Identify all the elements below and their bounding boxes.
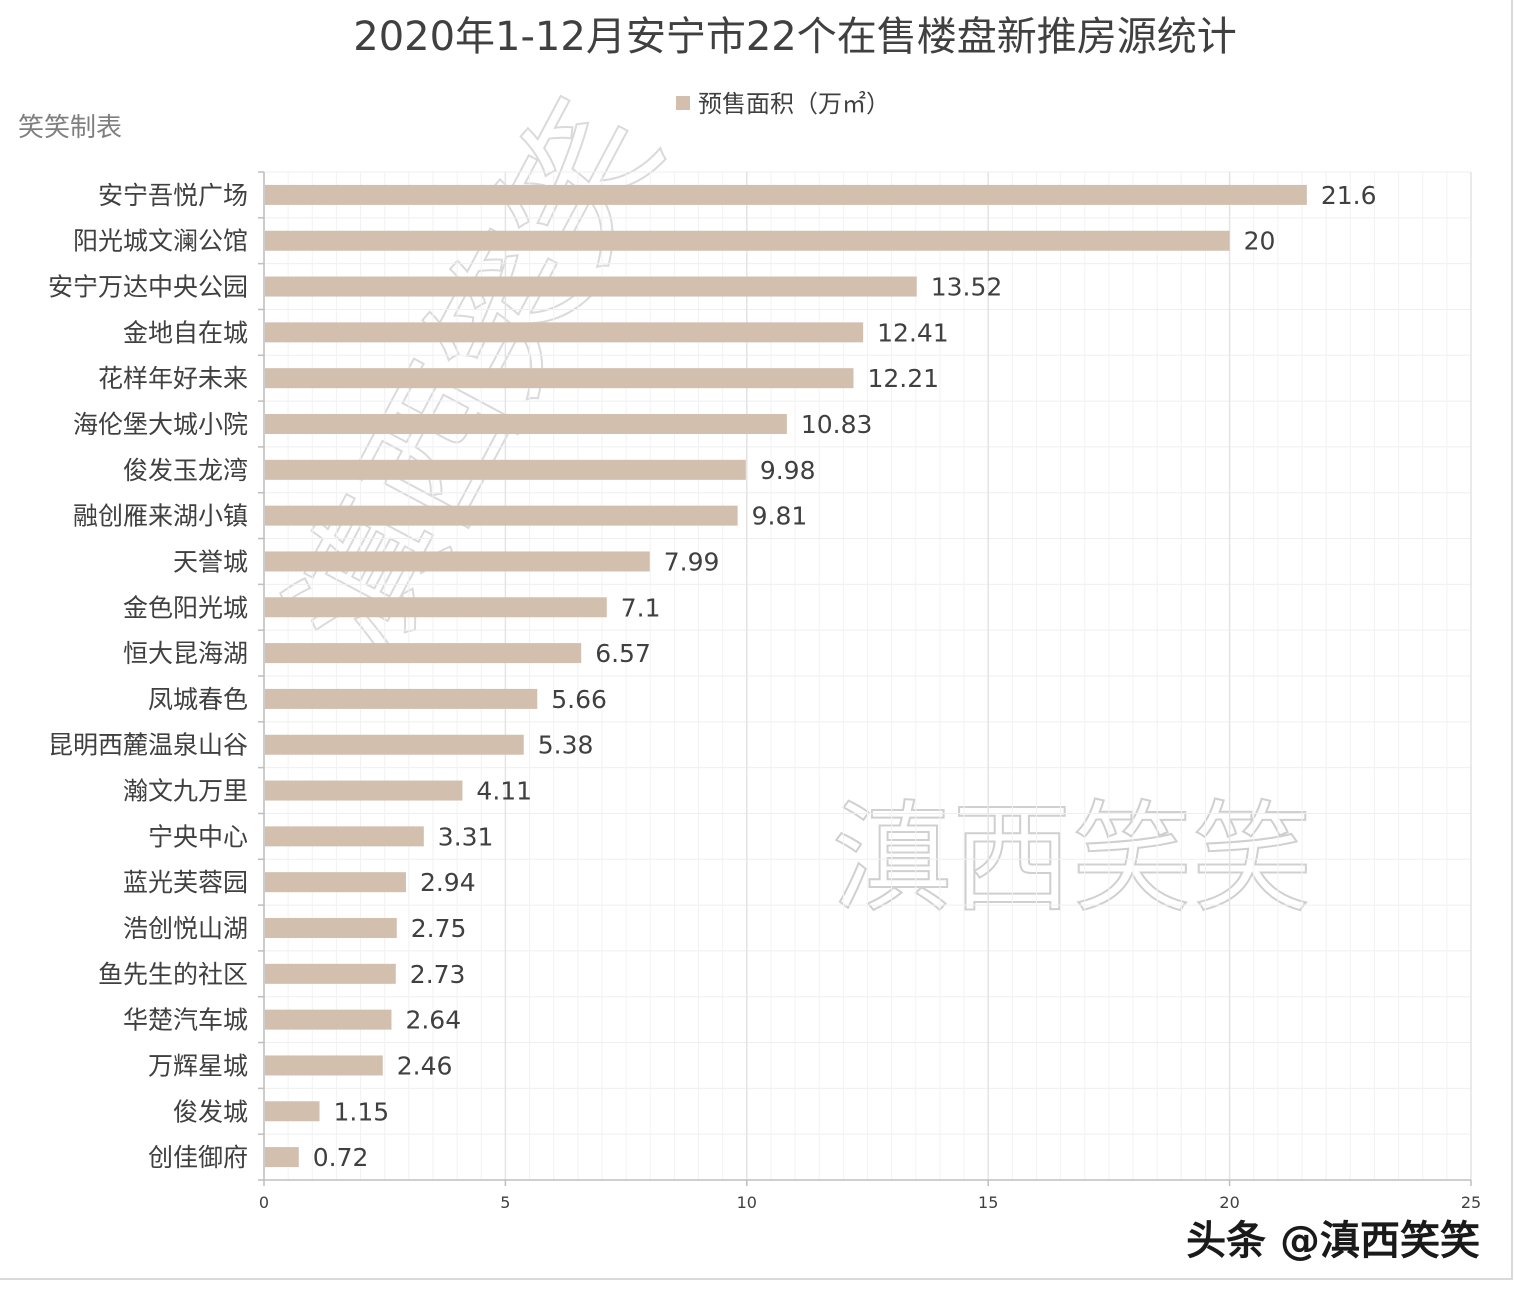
- data-label: 12.21: [867, 364, 939, 393]
- legend: 预售面积（万㎡）: [676, 90, 890, 118]
- bar: [265, 643, 582, 664]
- category-label: 安宁吾悦广场: [98, 181, 248, 210]
- x-tick-label: 10: [737, 1193, 757, 1212]
- bar: [265, 184, 1307, 205]
- category-label: 创佳御府: [148, 1143, 248, 1172]
- data-label: 9.81: [752, 502, 808, 531]
- bars: 安宁吾悦广场 21.6 阳光城文澜公馆 20 安宁万达中央公园 13.52 金地自在城 12.…: [48, 181, 1377, 1172]
- bar: [265, 551, 650, 572]
- data-label: 2.94: [420, 868, 476, 897]
- legend-label: 预售面积（万㎡）: [698, 90, 890, 118]
- category-label: 金地自在城: [123, 318, 248, 347]
- bar: [265, 780, 463, 801]
- category-label: 花样年好未来: [98, 364, 248, 393]
- bar: [265, 872, 406, 893]
- category-label: 浩创悦山湖: [123, 914, 248, 943]
- axes: 0 5 10 15 20 25: [258, 171, 1481, 1212]
- category-label: 瀚文九万里: [123, 777, 248, 806]
- x-tick-label: 0: [259, 1193, 269, 1212]
- category-label: 阳光城文澜公馆: [73, 227, 248, 256]
- category-label: 俊发城: [173, 1097, 248, 1126]
- category-label: 万辉星城: [148, 1051, 248, 1080]
- bar: [265, 322, 864, 343]
- category-label: 天誉城: [173, 547, 248, 576]
- bar: [265, 1009, 392, 1030]
- data-label: 4.11: [476, 777, 532, 806]
- bar: [265, 1147, 299, 1168]
- data-label: 9.98: [760, 456, 816, 485]
- x-tick-label: 15: [978, 1193, 998, 1212]
- bar: [265, 368, 854, 389]
- data-label: 2.64: [405, 1006, 461, 1035]
- data-label: 12.41: [877, 318, 949, 347]
- bar: [265, 1101, 320, 1122]
- bar: [265, 963, 396, 984]
- bar: [265, 918, 397, 938]
- chart-title: 2020年1-12月安宁市22个在售楼盘新推房源统计: [353, 14, 1236, 60]
- category-label: 安宁万达中央公园: [48, 273, 248, 302]
- category-label: 金色阳光城: [123, 593, 248, 622]
- category-label: 华楚汽车城: [123, 1006, 248, 1035]
- data-label: 3.31: [438, 822, 494, 851]
- category-label: 海伦堡大城小院: [73, 410, 248, 439]
- data-label: 5.66: [551, 685, 607, 714]
- category-label: 恒大昆海湖: [123, 639, 248, 668]
- bar: [265, 1055, 383, 1076]
- category-label: 宁央中心: [148, 822, 248, 851]
- data-label: 2.73: [410, 960, 466, 989]
- data-label: 10.83: [801, 410, 873, 439]
- data-label: 2.75: [411, 914, 467, 943]
- bar: [265, 597, 607, 618]
- data-label: 7.99: [664, 547, 720, 576]
- data-label: 20: [1244, 227, 1276, 256]
- bar: [265, 414, 787, 434]
- bar: [265, 276, 917, 297]
- maker-note: 笑笑制表: [18, 113, 122, 143]
- bar: [265, 734, 524, 755]
- data-label: 1.15: [334, 1097, 390, 1126]
- category-label: 融创雁来湖小镇: [73, 502, 248, 531]
- data-label: 2.46: [397, 1051, 453, 1080]
- category-label: 昆明西麓温泉山谷: [48, 731, 248, 760]
- data-label: 21.6: [1321, 181, 1377, 210]
- bar: [265, 459, 746, 480]
- data-label: 5.38: [538, 731, 594, 760]
- bar: [265, 230, 1230, 251]
- x-tick-label: 20: [1219, 1193, 1239, 1212]
- category-label: 蓝光芙蓉园: [123, 868, 248, 897]
- category-label: 鱼先生的社区: [98, 960, 248, 989]
- bar: [265, 688, 538, 709]
- data-label: 7.1: [621, 593, 661, 622]
- x-tick-label: 25: [1461, 1193, 1481, 1212]
- category-label: 俊发玉龙湾: [123, 456, 248, 485]
- legend-swatch: [676, 96, 690, 110]
- bar: [265, 505, 738, 526]
- category-label: 凤城春色: [148, 685, 248, 714]
- data-label: 6.57: [595, 639, 651, 668]
- credit-text: 头条 @滇西笑笑: [1186, 1218, 1480, 1264]
- data-label: 13.52: [931, 273, 1003, 302]
- x-tick-label: 5: [500, 1193, 510, 1212]
- bar: [265, 826, 424, 847]
- data-label: 0.72: [313, 1143, 369, 1172]
